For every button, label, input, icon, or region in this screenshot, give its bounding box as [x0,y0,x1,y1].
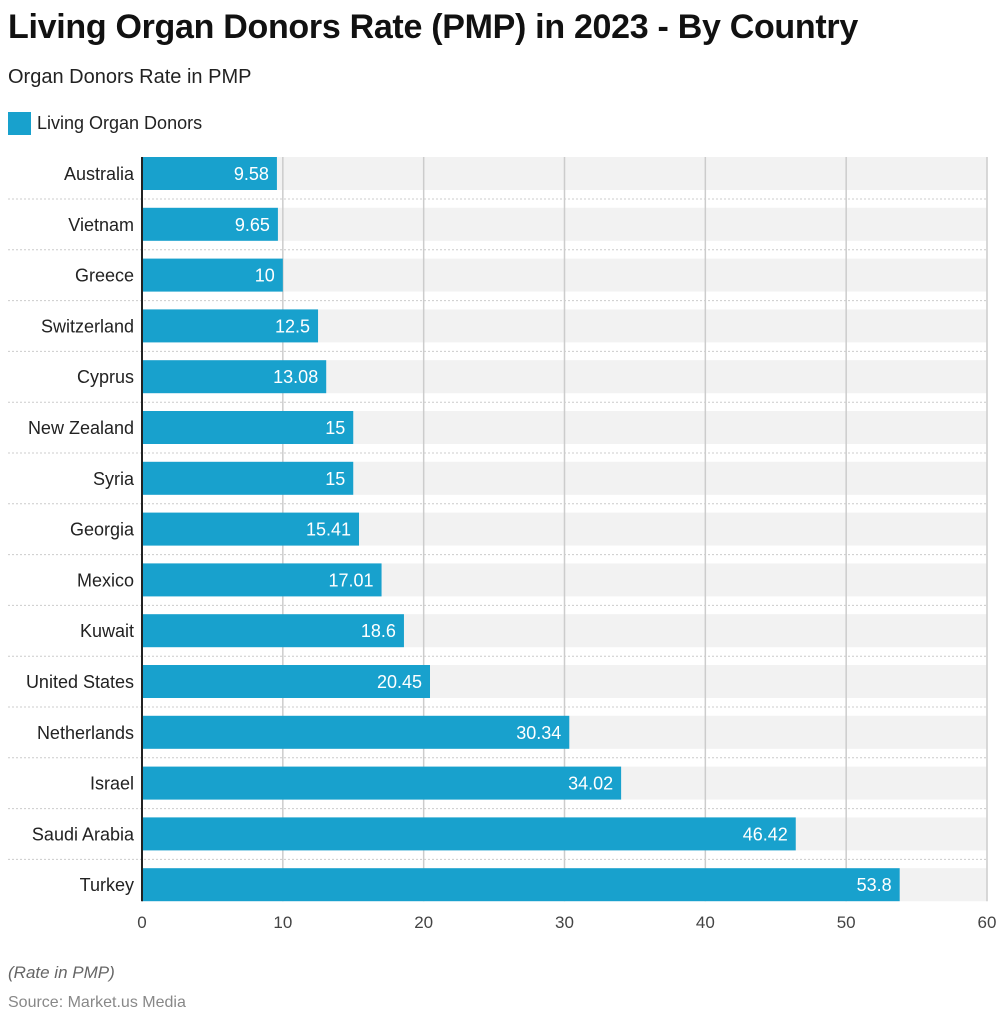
category-label: Israel [90,774,134,794]
bar [142,258,283,292]
bar [142,309,319,343]
bar [142,360,327,394]
bar-chart: 0 10 20 30 40 50 60 9.58 Australia 9.65 Vietnam 10 G… [8,157,997,932]
data-label: 18.6 [361,621,396,641]
bar [142,817,796,851]
chart-note: (Rate in PMP) [8,963,115,982]
category-label: Netherlands [37,723,134,743]
bar [142,207,278,241]
category-label: Cyprus [77,367,134,387]
bar [142,512,360,546]
bar [142,157,277,190]
x-tick-label: 20 [414,913,433,932]
data-label: 20.45 [377,672,422,692]
data-label: 10 [255,266,275,286]
chart-title: Living Organ Donors Rate (PMP) in 2023 -… [8,8,858,46]
bar [142,715,570,749]
legend-label: Living Organ Donors [37,113,203,133]
data-label: 34.02 [568,774,613,794]
x-tick-label: 30 [555,913,574,932]
category-label: United States [26,672,134,692]
bar [142,665,431,698]
x-tick-label: 50 [837,913,856,932]
source-text: Source: Market.us Media [8,994,186,1011]
category-label: Saudi Arabia [32,824,135,844]
category-label: Georgia [70,520,135,540]
category-label: Switzerland [41,316,134,336]
legend-swatch [8,112,31,135]
category-label: Turkey [80,875,134,895]
data-label: 15 [325,418,345,438]
data-label: 53.8 [857,875,892,895]
bar [142,461,354,495]
data-label: 13.08 [273,367,318,387]
x-tick-label: 40 [696,913,715,932]
data-label: 30.34 [516,723,561,743]
bar [142,868,900,902]
data-label: 46.42 [743,824,788,844]
x-tick-label: 0 [137,913,146,932]
category-label: Australia [64,164,135,184]
data-label: 9.65 [235,215,270,235]
category-label: Kuwait [80,621,134,641]
bar [142,614,404,648]
bar [142,411,354,444]
data-label: 9.58 [234,164,269,184]
category-label: Syria [93,469,135,489]
data-label: 12.5 [275,316,310,336]
bar [142,563,382,597]
data-label: 15 [325,469,345,489]
chart-subtitle: Organ Donors Rate in PMP [8,66,252,88]
x-tick-label: 10 [273,913,292,932]
data-label: 15.41 [306,520,351,540]
x-tick-label: 60 [978,913,997,932]
bar [142,766,622,800]
category-label: New Zealand [28,418,134,438]
category-label: Vietnam [68,215,134,235]
category-label: Greece [75,266,134,286]
data-label: 17.01 [329,570,374,590]
legend: Living Organ Donors [8,112,202,135]
category-label: Mexico [77,570,134,590]
